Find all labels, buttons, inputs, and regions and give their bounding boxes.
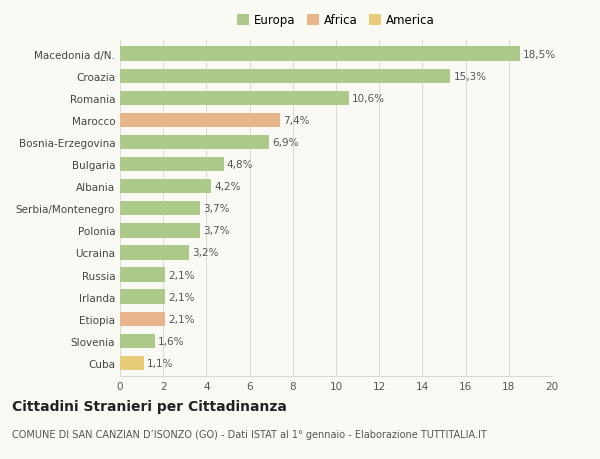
Bar [120, 202, 200, 216]
Text: 3,2%: 3,2% [193, 248, 219, 258]
Text: 2,1%: 2,1% [169, 270, 195, 280]
Text: 2,1%: 2,1% [169, 314, 195, 324]
Bar [120, 268, 166, 282]
Text: 4,8%: 4,8% [227, 160, 253, 170]
Text: 4,2%: 4,2% [214, 182, 241, 192]
Text: Cittadini Stranieri per Cittadinanza: Cittadini Stranieri per Cittadinanza [12, 399, 287, 413]
Bar [120, 69, 451, 84]
Text: 1,6%: 1,6% [158, 336, 184, 346]
Bar [120, 334, 155, 348]
Bar [120, 179, 211, 194]
Bar [120, 246, 189, 260]
Text: 15,3%: 15,3% [454, 72, 487, 82]
Text: 2,1%: 2,1% [169, 292, 195, 302]
Text: 1,1%: 1,1% [147, 358, 173, 368]
Bar [120, 135, 269, 150]
Bar [120, 91, 349, 106]
Bar [120, 157, 224, 172]
Text: COMUNE DI SAN CANZIAN D’ISONZO (GO) - Dati ISTAT al 1° gennaio - Elaborazione TU: COMUNE DI SAN CANZIAN D’ISONZO (GO) - Da… [12, 429, 487, 439]
Bar [120, 312, 166, 326]
Bar [120, 47, 520, 62]
Text: 10,6%: 10,6% [352, 94, 385, 104]
Bar [120, 224, 200, 238]
Text: 7,4%: 7,4% [283, 116, 310, 126]
Legend: Europa, Africa, America: Europa, Africa, America [233, 10, 439, 32]
Bar [120, 113, 280, 128]
Bar [120, 290, 166, 304]
Text: 6,9%: 6,9% [272, 138, 299, 148]
Text: 3,7%: 3,7% [203, 204, 230, 214]
Text: 18,5%: 18,5% [523, 50, 556, 60]
Text: 3,7%: 3,7% [203, 226, 230, 236]
Bar [120, 356, 144, 370]
